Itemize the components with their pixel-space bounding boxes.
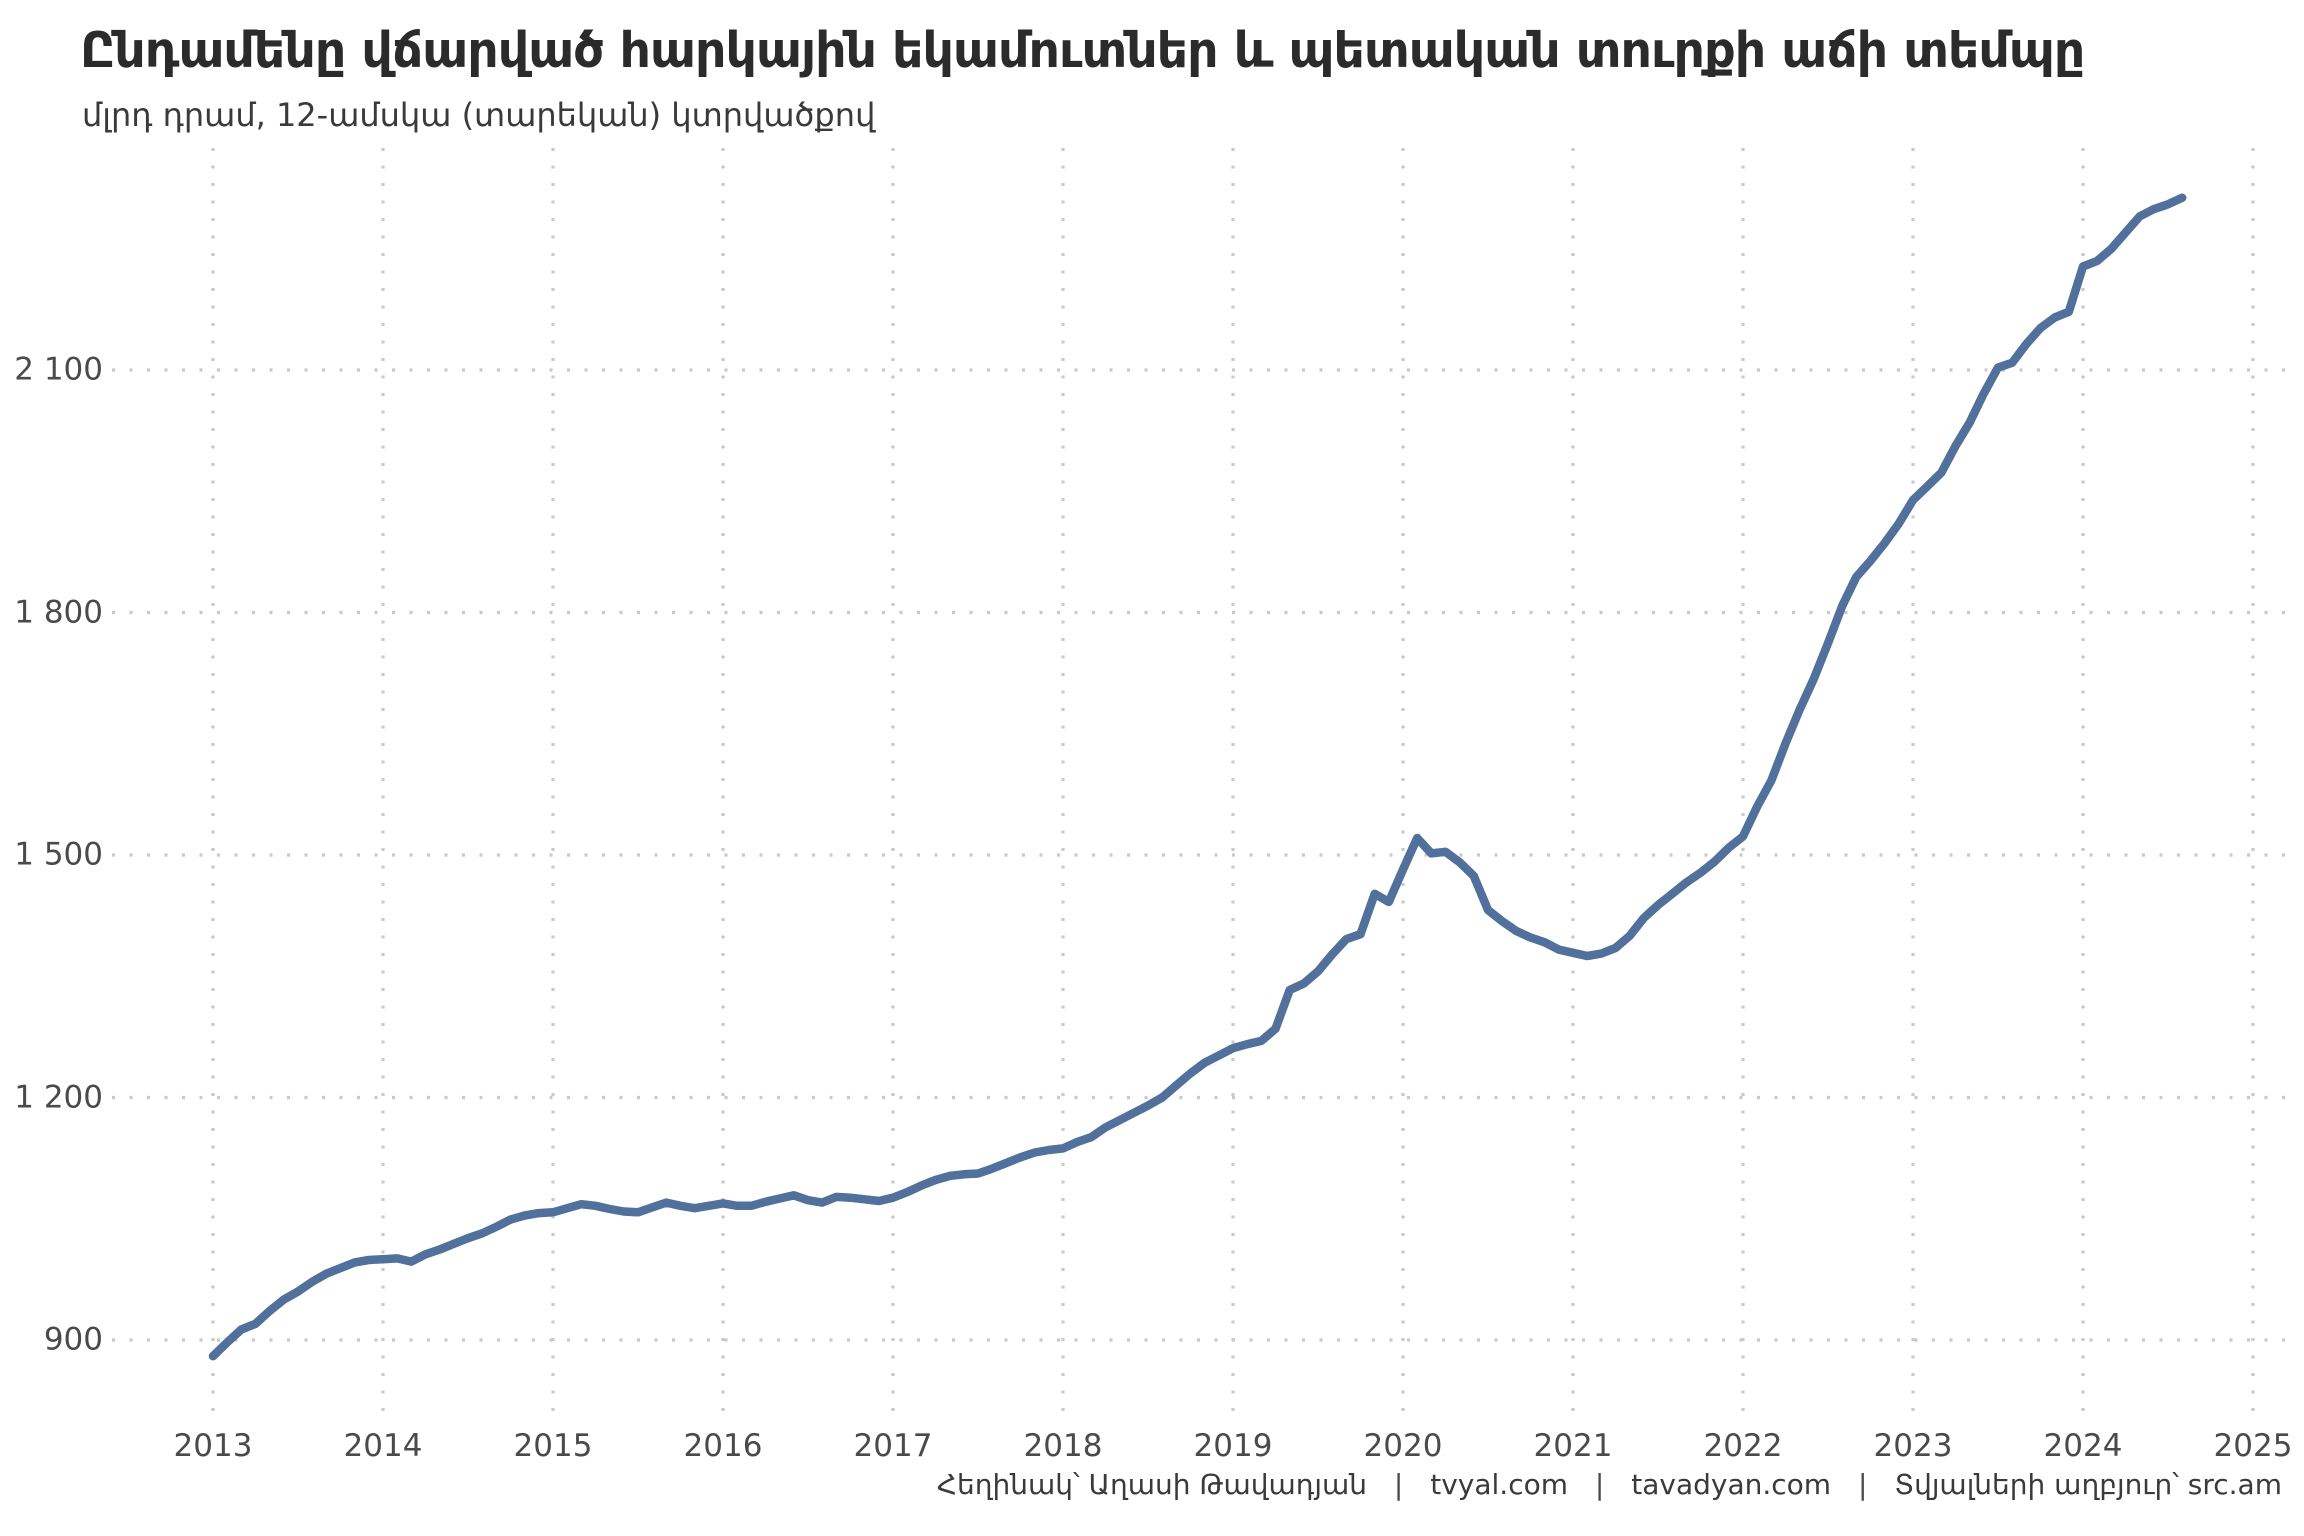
y-tick-label: 900: [43, 1321, 103, 1358]
x-tick-label: 2019: [1193, 1428, 1273, 1464]
x-tick-label: 2013: [173, 1428, 253, 1464]
footer-credit: Հեղինակ՝ Աղասի Թավադյան: [936, 1468, 1367, 1501]
y-tick-label: 1 500: [14, 836, 103, 873]
chart-title: Ընդամենը վճարված հարկային եկամուտներ և պ…: [80, 22, 2085, 79]
x-tick-label: 2022: [1703, 1428, 1783, 1464]
chart-subtitle: մլրդ դրամ, 12-ամսկա (տարեկան) կտրվածքով: [82, 96, 876, 134]
chart-footer: Հեղինակ՝ Աղասի Թավադյան | tvyal.com | ta…: [937, 1468, 2282, 1501]
x-tick-label: 2018: [1023, 1428, 1103, 1464]
footer-separator: |: [1857, 1468, 1868, 1501]
footer-link-tavadyan: tavadyan.com: [1631, 1468, 1832, 1501]
footer-link-tvyal: tvyal.com: [1430, 1468, 1568, 1501]
x-tick-label: 2021: [1533, 1428, 1613, 1464]
footer-separator: |: [1594, 1468, 1605, 1501]
x-tick-label: 2014: [343, 1428, 423, 1464]
footer-separator: |: [1393, 1468, 1404, 1501]
x-tick-label: 2016: [683, 1428, 763, 1464]
y-tick-label: 1 800: [14, 593, 103, 630]
x-tick-label: 2020: [1363, 1428, 1443, 1464]
footer-source: Տվյալների աղբյուր՝ src.am: [1894, 1468, 2282, 1501]
x-tick-label: 2017: [853, 1428, 933, 1464]
x-tick-label: 2024: [2043, 1428, 2123, 1464]
y-tick-label: 1 200: [14, 1078, 103, 1115]
x-tick-label: 2023: [1873, 1428, 1953, 1464]
x-tick-label: 2015: [513, 1428, 593, 1464]
data-line: [208, 193, 2187, 1361]
y-tick-label: 2 100: [14, 351, 103, 388]
x-tick-label: 2025: [2213, 1428, 2293, 1464]
